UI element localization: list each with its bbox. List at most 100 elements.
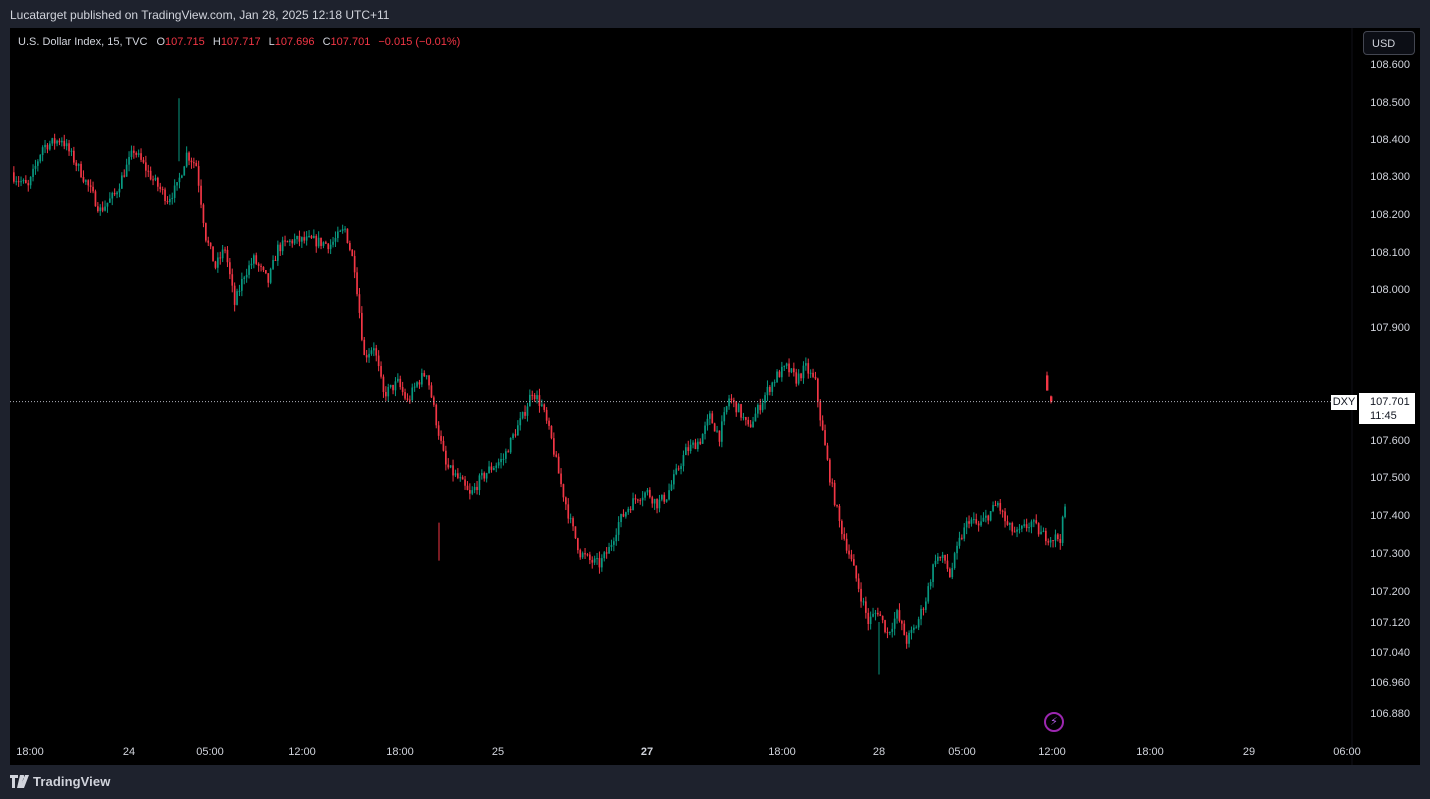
candle-body <box>675 468 678 475</box>
candle-body <box>562 484 565 498</box>
candle-body <box>509 438 512 453</box>
candle-body <box>884 620 886 633</box>
candle-body <box>1001 510 1004 512</box>
candle-body <box>411 387 414 401</box>
candle-body <box>992 505 994 512</box>
candle-body <box>176 182 178 186</box>
candle-body <box>113 192 116 195</box>
candle-body <box>255 255 258 264</box>
low-value: 107.696 <box>274 36 315 48</box>
candle-body <box>171 197 174 199</box>
candle-body <box>891 628 894 632</box>
candle-body <box>771 382 774 392</box>
candle-body <box>557 456 560 474</box>
x-tick-label: 27 <box>641 746 653 758</box>
candle-body <box>589 554 591 561</box>
candle-body <box>613 541 615 545</box>
candlestick-chart[interactable]: 108.600 108.500 108.400 108.300 108.200 108.1… <box>10 28 1420 765</box>
candle-body <box>457 473 459 478</box>
candle-body <box>63 140 66 147</box>
candle-body <box>406 398 409 400</box>
tradingview-logo-icon[interactable] <box>10 775 30 789</box>
candle-body <box>855 565 858 579</box>
candle-body <box>401 387 404 393</box>
lightning-icon[interactable]: ⚡ <box>1044 712 1064 732</box>
candle-body <box>1016 529 1018 532</box>
candle-body <box>663 494 666 502</box>
candle-body <box>452 465 454 476</box>
candle-body <box>423 373 426 377</box>
y-tick-label: 107.900 <box>1370 322 1410 334</box>
symbol-title[interactable]: U.S. Dollar Index, 15, TVC <box>18 36 148 48</box>
candle-body <box>862 601 865 603</box>
candle-body <box>293 239 296 244</box>
candle-body <box>757 404 759 414</box>
candle-body <box>615 534 618 542</box>
candle-body <box>644 492 646 498</box>
candle-body <box>20 181 22 183</box>
candle-body <box>802 365 805 379</box>
candle-body <box>831 482 834 484</box>
candle-body <box>764 395 766 403</box>
candle-body <box>502 458 505 460</box>
candle-body <box>845 538 848 551</box>
candle-body <box>253 255 255 264</box>
candle-body <box>353 255 356 273</box>
candle-body <box>229 262 231 275</box>
footer: TradingView <box>0 770 1430 799</box>
candle-body <box>713 423 716 432</box>
y-tick-label: 108.000 <box>1370 284 1410 296</box>
candle-body <box>632 498 634 511</box>
candle-body <box>886 632 889 634</box>
candle-body <box>937 556 939 561</box>
candle-body <box>478 475 481 491</box>
candle-body <box>387 386 390 397</box>
candle-body <box>1028 527 1030 529</box>
candle-body <box>841 520 843 535</box>
candle-body <box>778 371 781 378</box>
candle-body <box>226 249 229 263</box>
candle-body <box>145 162 147 171</box>
currency-button[interactable]: USD <box>1363 31 1415 55</box>
candle-body <box>1045 530 1047 542</box>
candle-body <box>982 517 985 522</box>
chart-panel[interactable]: 108.600 108.500 108.400 108.300 108.200 108.1… <box>10 28 1420 765</box>
candle-body <box>140 153 142 160</box>
candle-body <box>325 242 327 244</box>
candle-body <box>749 424 752 428</box>
y-tick-label: 107.120 <box>1370 617 1410 629</box>
candle-body <box>1054 534 1057 541</box>
candle-body <box>1061 516 1064 543</box>
published-line: Lucatarget published on TradingView.com,… <box>10 8 390 22</box>
candle-body <box>649 489 651 498</box>
candle-body <box>488 466 490 474</box>
brand-name[interactable]: TradingView <box>33 774 111 789</box>
candle-body <box>377 355 380 367</box>
candle-body <box>305 236 308 241</box>
candle-body <box>867 612 870 625</box>
low-label: L <box>268 36 275 48</box>
candle-body <box>183 166 186 176</box>
candle-body <box>476 486 478 491</box>
x-tick-label: 24 <box>123 746 135 758</box>
candle-body <box>497 462 500 466</box>
candle-body <box>929 581 932 587</box>
candle-body <box>651 497 654 504</box>
candle-body <box>284 240 286 242</box>
candle-body <box>529 394 531 407</box>
candle-body <box>857 578 860 589</box>
high-label: H <box>212 36 221 48</box>
candle-body <box>125 164 128 177</box>
candle-body <box>800 373 802 379</box>
candle-body <box>977 523 980 526</box>
candle-body <box>521 412 524 419</box>
candle-body <box>932 564 934 582</box>
candle-body <box>370 350 373 354</box>
candle-body <box>754 413 757 422</box>
candle-body <box>130 150 133 157</box>
candle-body <box>104 206 106 211</box>
candle-body <box>207 240 210 243</box>
candle-body <box>999 502 1002 511</box>
candle-body <box>195 162 198 167</box>
candle-body <box>519 418 522 426</box>
